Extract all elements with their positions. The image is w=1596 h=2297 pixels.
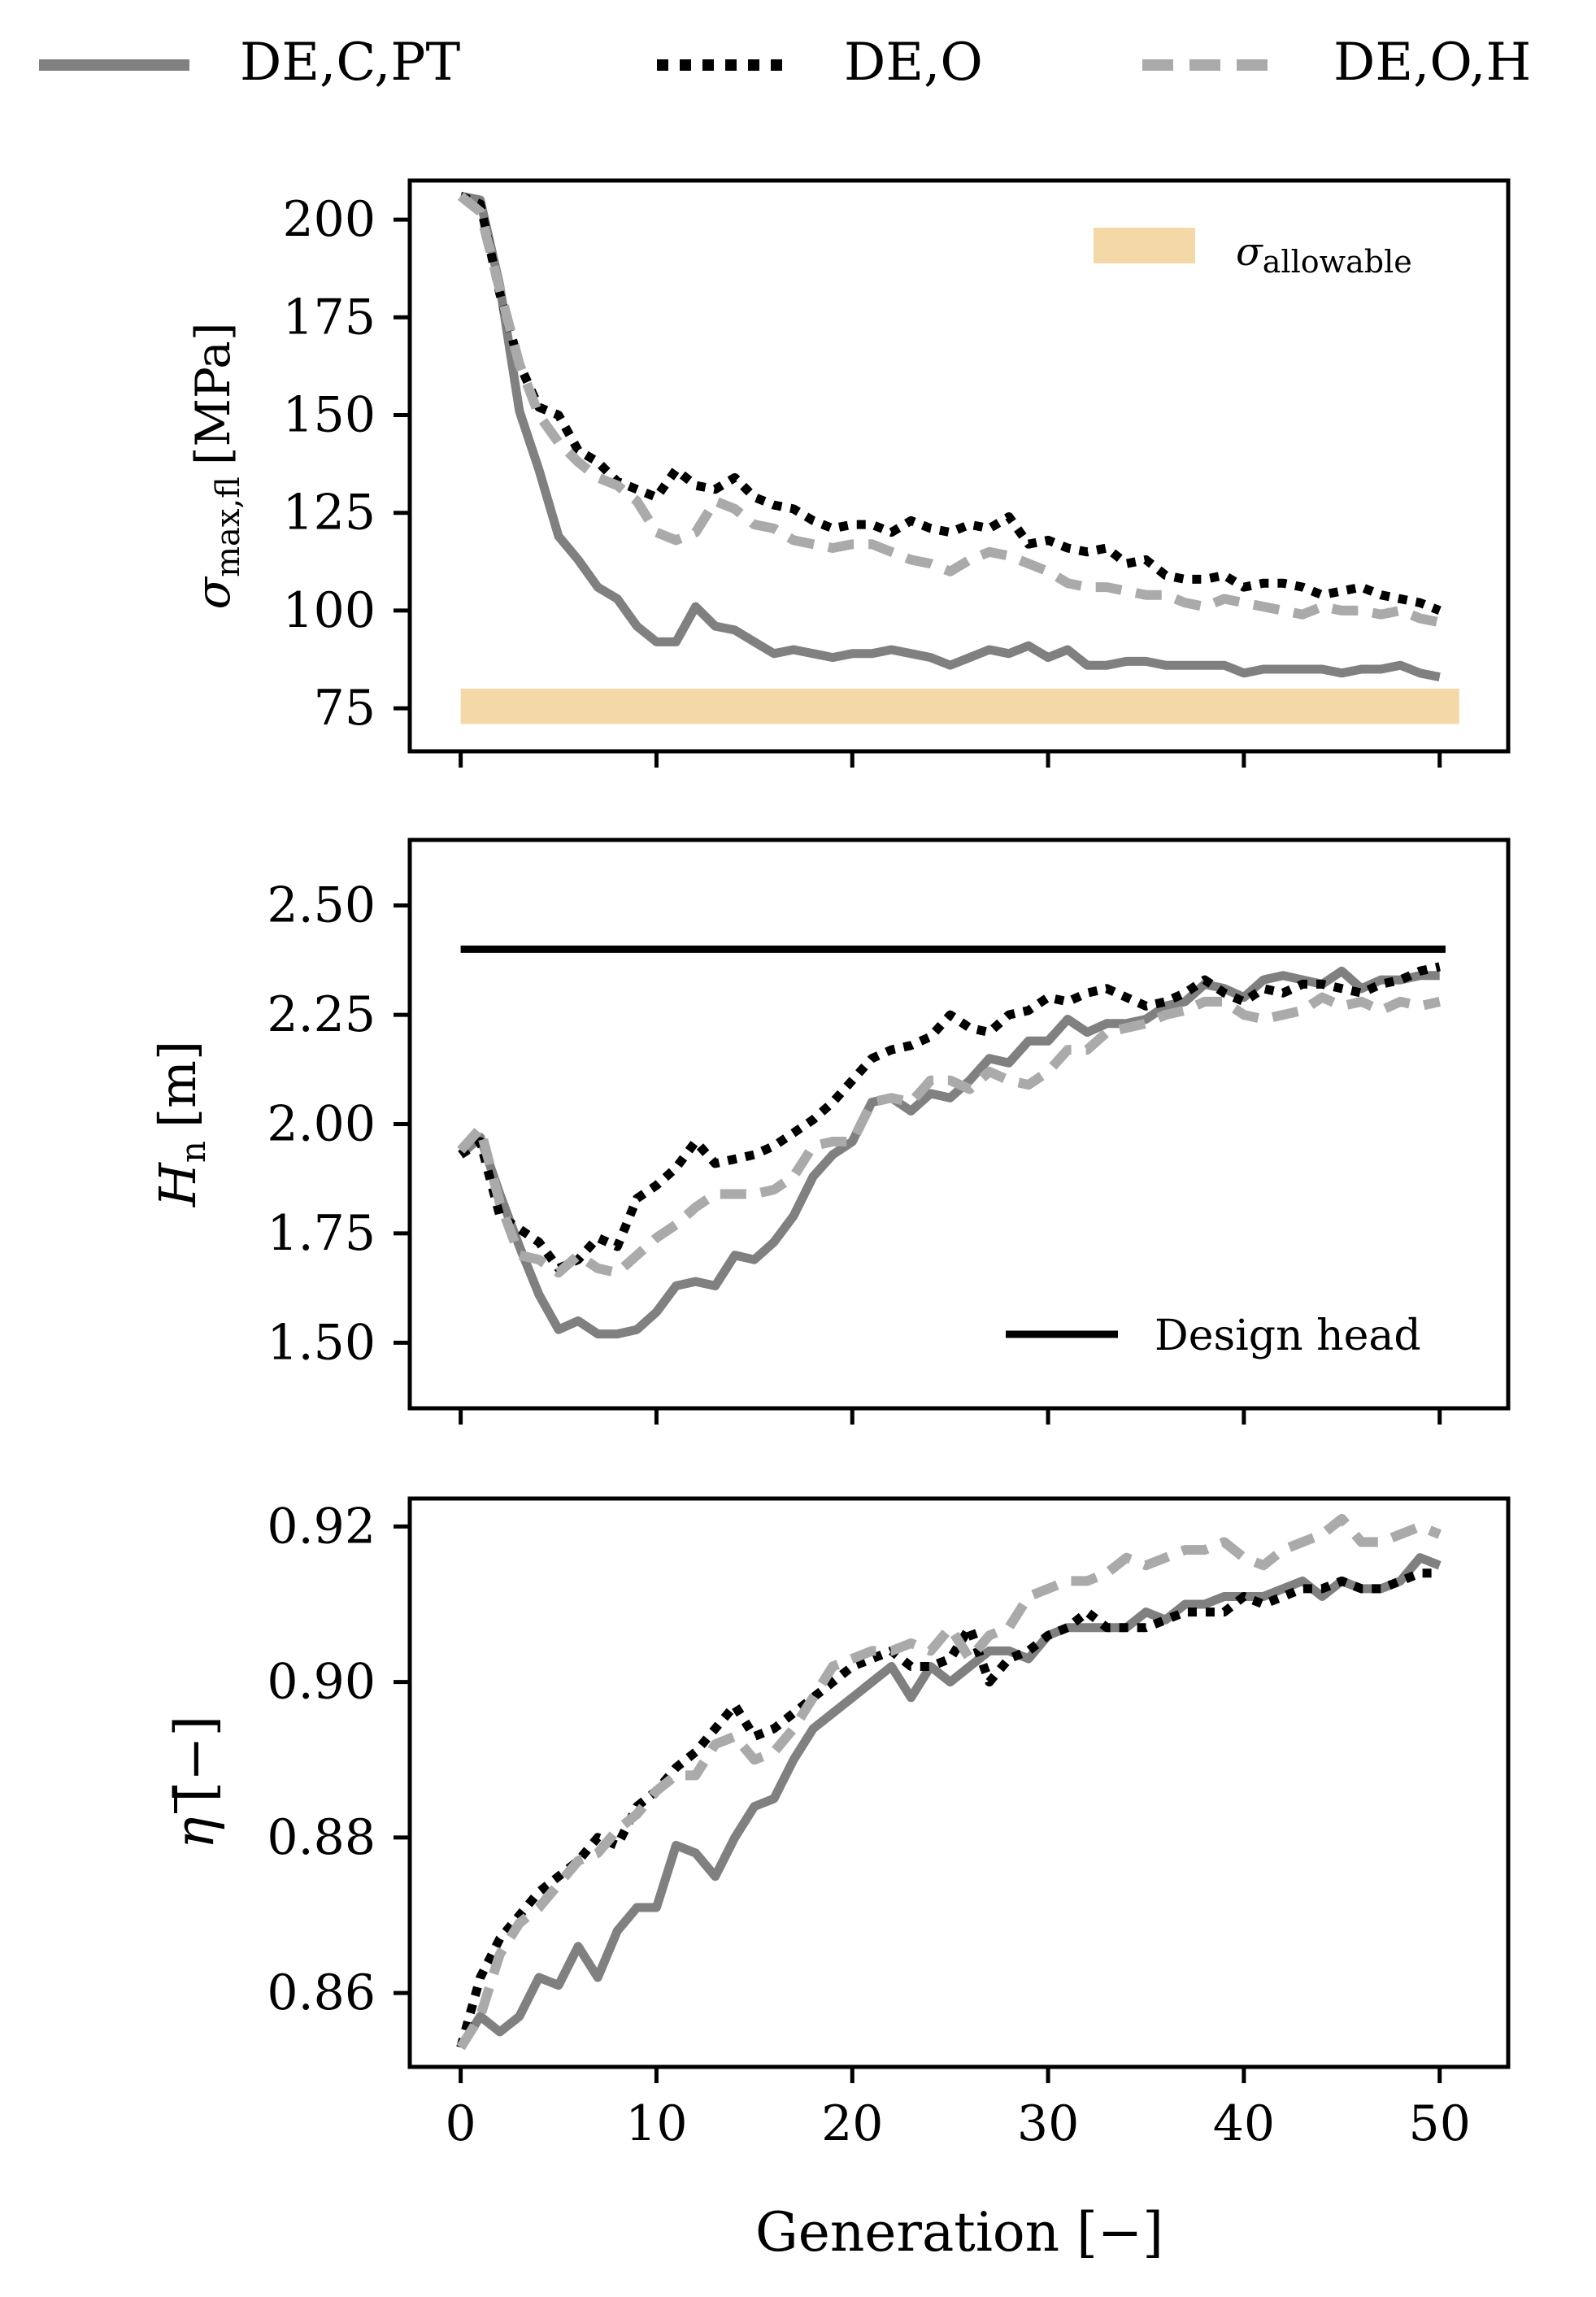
legend-label-de-o-h: DE,O,H — [1333, 33, 1531, 93]
y-tick-label: 0.90 — [267, 1654, 376, 1711]
y-tick-label: 125 — [282, 485, 376, 542]
series-line-de-o — [456, 1568, 1440, 2049]
series-line-de-o-h — [457, 992, 1442, 1278]
series-line-de-o — [458, 962, 1441, 1273]
y-ticks: 0.86 0.88 0.90 0.92 — [267, 1498, 410, 2021]
series-line-de-c-pt — [456, 1553, 1442, 2051]
x-ticks — [459, 1408, 1442, 1425]
legend-label-de-c-pt: DE,C,PT — [240, 33, 460, 93]
x-tick-label: 0 — [446, 2095, 476, 2152]
band-legend: σallowable — [1094, 228, 1412, 280]
series-layer — [456, 1513, 1442, 2051]
svg-text:η[−]: η [−] — [163, 1716, 226, 1849]
allowable-stress-band — [460, 689, 1459, 724]
band-legend-subscript: allowable — [1263, 244, 1412, 280]
y-axis-label: Hn[m] — [148, 1041, 213, 1207]
band-legend-label: σ — [1236, 229, 1263, 275]
x-tick-label: 50 — [1409, 2095, 1471, 2152]
series-line-de-o-h — [457, 192, 1441, 628]
y-tick-label: 0.92 — [267, 1498, 376, 1555]
y-tick-label: 0.88 — [267, 1809, 376, 1866]
y-axis-label: η [−] — [163, 1716, 226, 1849]
series-layer — [457, 962, 1442, 1339]
y-axis-symbol: η — [163, 1817, 226, 1850]
y-tick-label: 2.25 — [267, 986, 376, 1043]
y-tick-label: 2.50 — [267, 877, 376, 934]
x-axis-label: Generation [−] — [755, 2201, 1163, 2264]
panel-efficiency: 0.86 0.88 0.90 0.92 η [−] — [163, 1496, 1511, 2083]
series-line-de-o-h — [456, 1513, 1442, 2051]
y-axis-unit: [−] — [163, 1716, 226, 1803]
legend-label-de-o: DE,O — [844, 33, 983, 93]
reference-legend: Design head — [1006, 1312, 1421, 1360]
x-tick-label: 30 — [1017, 2095, 1079, 2152]
series-layer — [457, 191, 1442, 681]
series-line-de-c-pt — [457, 966, 1440, 1339]
y-tick-label: 75 — [314, 680, 376, 737]
legend: DE,C,PT DE,O DE,O,H — [39, 33, 1531, 93]
x-tick-label: 20 — [821, 2095, 883, 2152]
series-line-de-c-pt — [459, 191, 1441, 681]
y-tick-label: 2.00 — [267, 1096, 376, 1153]
y-tick-label: 150 — [282, 386, 376, 443]
y-ticks: 1.50 1.75 2.00 2.25 2.50 — [267, 877, 410, 1371]
y-ticks: 75 100 125 150 175 200 — [282, 191, 410, 737]
y-axis-label: σmax,fl[MPa] — [185, 323, 247, 610]
y-tick-label: 200 — [282, 191, 376, 248]
y-tick-label: 175 — [282, 289, 376, 346]
plot-frame — [407, 178, 1511, 754]
panel-head: 1.50 1.75 2.00 2.25 2.50 Design head Hn[m] — [148, 837, 1511, 1425]
plot-frame — [407, 1496, 1511, 2069]
y-tick-label: 0.86 — [267, 1964, 376, 2021]
y-tick-label: 1.50 — [267, 1314, 376, 1371]
x-ticks — [459, 2067, 1442, 2083]
x-ticks — [459, 751, 1442, 768]
y-tick-label: 1.75 — [267, 1205, 376, 1262]
y-tick-label: 100 — [282, 582, 376, 639]
reference-legend-label: Design head — [1155, 1312, 1421, 1360]
panel-stress: 75 100 125 150 175 200 σallowable σmax,fl[MPa… — [185, 178, 1511, 768]
svg-text:σallowable: σallowable — [1236, 229, 1412, 280]
x-tick-label: 40 — [1213, 2095, 1275, 2152]
x-tick-labels: 0 10 20 30 40 50 — [446, 2095, 1471, 2152]
band-legend-swatch — [1094, 228, 1195, 263]
x-tick-label: 10 — [625, 2095, 687, 2152]
